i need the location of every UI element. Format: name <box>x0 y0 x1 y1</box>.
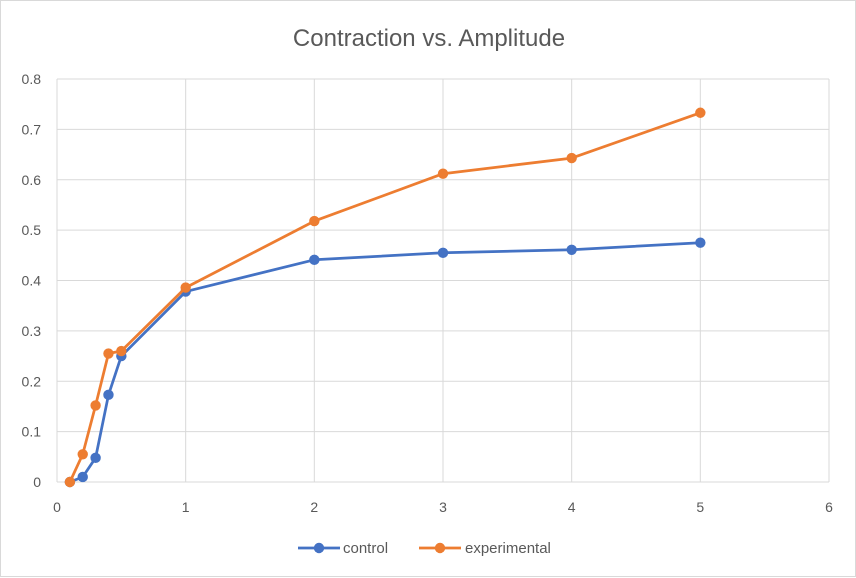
data-point <box>437 168 449 179</box>
legend-label: experimental <box>465 540 551 557</box>
y-tick-label: 0.4 <box>22 273 42 289</box>
gridlines <box>56 78 830 483</box>
data-point <box>309 254 320 266</box>
y-tick-label: 0.5 <box>22 222 42 238</box>
y-tick-label: 0.2 <box>22 373 42 389</box>
y-tick-label: 0.1 <box>22 424 42 440</box>
x-tick-label: 6 <box>825 499 833 515</box>
data-point <box>64 476 76 488</box>
data-point <box>566 244 577 255</box>
x-tick-label: 4 <box>568 499 576 515</box>
data-point <box>103 389 114 401</box>
data-point <box>566 152 577 164</box>
legend-item-experimental: experimental <box>419 540 551 557</box>
data-point <box>116 345 127 357</box>
series-line <box>68 111 702 484</box>
y-tick-label: 0.6 <box>22 172 42 188</box>
data-point <box>90 400 101 411</box>
data-point <box>77 449 88 460</box>
x-axis-tick-labels: 0 1 2 3 4 5 6 <box>53 499 833 515</box>
y-tick-label: 0 <box>33 474 41 490</box>
data-point <box>437 247 449 258</box>
series-line <box>68 241 702 484</box>
legend-item-control: control <box>298 540 388 557</box>
chart-title: Contraction vs. Amplitude <box>293 25 565 52</box>
data-point <box>103 348 114 359</box>
data-point <box>695 237 706 248</box>
legend-swatch-marker <box>434 542 446 554</box>
data-point <box>180 282 191 293</box>
x-tick-label: 5 <box>696 499 704 515</box>
x-tick-label: 2 <box>310 499 318 515</box>
data-point <box>695 107 706 118</box>
legend-swatch-marker <box>313 542 325 554</box>
x-tick-label: 1 <box>182 499 190 515</box>
data-point <box>90 452 101 464</box>
legend: control experimental <box>298 540 551 557</box>
series-control <box>64 237 706 488</box>
legend-label: control <box>343 540 388 557</box>
y-axis-tick-labels: 0 0.1 0.2 0.3 0.4 0.5 0.6 0.7 0.8 <box>22 71 42 490</box>
y-tick-label: 0.7 <box>22 121 42 137</box>
series-experimental <box>64 107 706 488</box>
y-tick-label: 0.8 <box>22 71 42 87</box>
x-tick-label: 3 <box>439 499 447 515</box>
y-tick-label: 0.3 <box>22 323 42 339</box>
data-point <box>77 471 88 483</box>
x-tick-label: 0 <box>53 499 61 515</box>
series-layer <box>64 107 706 488</box>
data-point <box>309 215 320 227</box>
